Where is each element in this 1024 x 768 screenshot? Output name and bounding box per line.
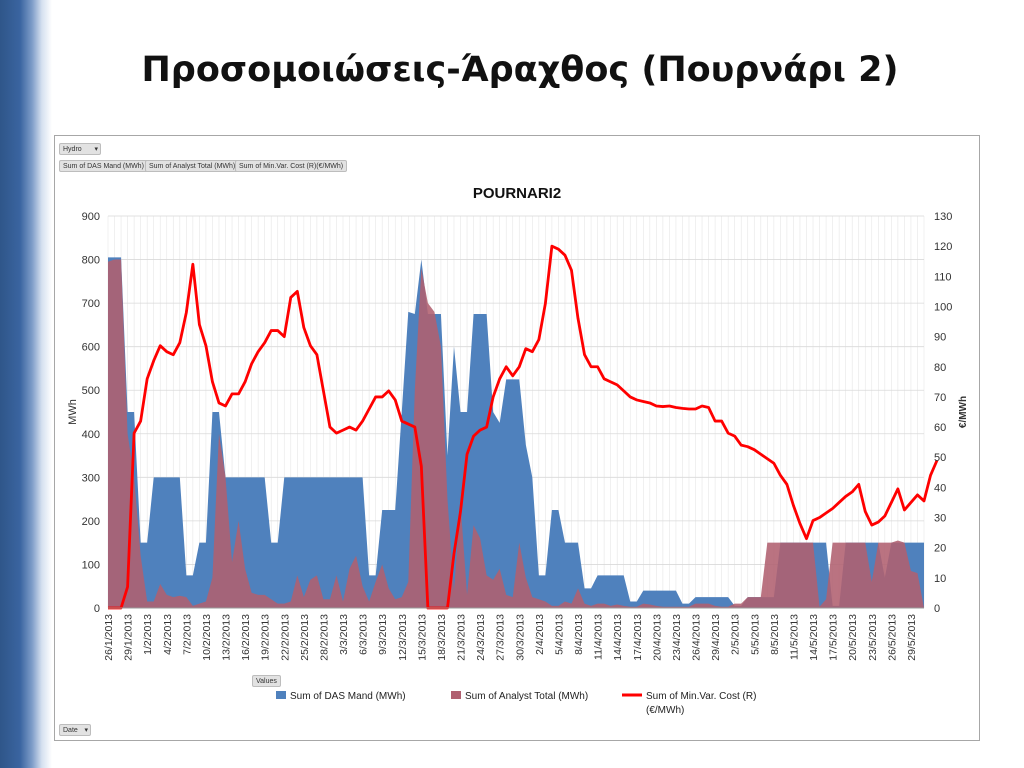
analyst-area-layer [108, 259, 924, 608]
x-tick-label: 24/3/2013 [475, 614, 487, 661]
cost-line-layer [108, 244, 939, 610]
axes: 0 100 200 300 400 500 600 700 800 900 0 10 20 30 40 50 6… [82, 211, 953, 661]
x-tick-label: 4/2/2013 [162, 614, 174, 655]
y2-tick-label: 100 [934, 301, 952, 313]
x-tick-label: 14/5/2013 [808, 614, 820, 661]
filter-field-button[interactable]: Hydro ▾ [59, 143, 101, 155]
legend-swatch-analyst [451, 691, 461, 699]
x-tick-label: 22/2/2013 [279, 614, 291, 661]
x-tick-label: 17/4/2013 [632, 614, 644, 661]
y-tick-label: 300 [82, 472, 100, 484]
x-tick-label: 2/4/2013 [534, 614, 546, 655]
x-tick-label: 18/3/2013 [436, 614, 448, 661]
y-tick-label: 200 [82, 516, 100, 528]
analyst-area [108, 259, 924, 608]
das-area-layer [108, 257, 924, 608]
date-field-label: Date [63, 727, 78, 734]
dropdown-arrow-icon: ▾ [84, 727, 88, 734]
x-tick-label: 7/2/2013 [181, 614, 193, 655]
values-field-button[interactable]: Values [252, 675, 281, 687]
y2-tick-label: 40 [934, 482, 946, 494]
y2-tick-label: 130 [934, 211, 952, 223]
x-tick-label: 29/5/2013 [906, 614, 918, 661]
filter-icon: ▾ [94, 146, 98, 153]
x-tick-label: 2/5/2013 [730, 614, 742, 655]
slide-title: Προσομοιώσεις-Άραχθος (Πουρνάρι 2) [141, 50, 899, 90]
x-tick-label: 10/2/2013 [201, 614, 213, 661]
y2-tick-label: 10 [934, 573, 946, 585]
x-tick-label: 17/5/2013 [828, 614, 840, 661]
x-tick-label: 8/4/2013 [573, 614, 585, 655]
x-tick-label: 19/2/2013 [260, 614, 272, 661]
x-tick-label: 28/2/2013 [318, 614, 330, 661]
y-tick-label: 400 [82, 429, 100, 441]
chart-legend: Sum of DAS Mand (MWh) Sum of Analyst Tot… [276, 691, 759, 716]
y-tick-label: 0 [94, 603, 100, 615]
y-tick-label: 100 [82, 559, 100, 571]
y2-tick-label: 50 [934, 452, 946, 464]
x-tick-label: 26/1/2013 [103, 614, 115, 661]
x-tick-label: 21/3/2013 [456, 614, 468, 661]
x-tick-label: 14/4/2013 [612, 614, 624, 661]
legend-label-cost-line1: Sum of Min.Var. Cost (R) [646, 691, 756, 702]
x-tick-label: 30/3/2013 [514, 614, 526, 661]
legend-label-cost-line2: (€/MWh) [646, 705, 684, 716]
legend-label-das: Sum of DAS Mand (MWh) [290, 691, 406, 702]
x-tick-label: 5/5/2013 [749, 614, 761, 655]
x-tick-label: 15/3/2013 [416, 614, 428, 661]
x-tick-label: 13/2/2013 [221, 614, 233, 661]
x-tick-label: 5/4/2013 [553, 614, 565, 655]
x-tick-label: 8/5/2013 [769, 614, 781, 655]
legend-label-cost: Sum of Min.Var. Cost (R) (€/MWh) [646, 691, 759, 716]
y2-tick-label: 20 [934, 543, 946, 555]
x-tick-label: 16/2/2013 [240, 614, 252, 661]
y2-tick-label: 70 [934, 392, 946, 404]
x-tick-label: 11/4/2013 [593, 614, 605, 660]
y-tick-label: 600 [82, 342, 100, 354]
value-field-button-cost[interactable]: Sum of Min.Var. Cost (R)(€/MWh) [235, 160, 348, 172]
x-tick-label: 29/4/2013 [710, 614, 722, 661]
y2-tick-label: 80 [934, 362, 946, 374]
y2-tick-label: 120 [934, 241, 952, 253]
das-area [108, 257, 924, 608]
value-field-button-analyst[interactable]: Sum of Analyst Total (MWh) [145, 160, 240, 172]
filter-field-label: Hydro [63, 146, 82, 153]
x-tick-label: 12/3/2013 [397, 614, 409, 661]
y-tick-label: 500 [82, 385, 100, 397]
x-tick-label: 23/4/2013 [671, 614, 683, 661]
x-tick-label: 11/5/2013 [788, 614, 800, 660]
slide-accent-band [0, 0, 52, 768]
x-tick-label: 3/3/2013 [338, 614, 350, 655]
date-field-button[interactable]: Date ▾ [59, 724, 91, 736]
x-tick-label: 29/1/2013 [123, 614, 135, 661]
y-tick-label: 800 [82, 255, 100, 267]
cost-line [108, 244, 939, 610]
legend-label-analyst: Sum of Analyst Total (MWh) [465, 691, 588, 702]
chart-title: POURNARI2 [473, 185, 561, 202]
x-tick-label: 25/2/2013 [299, 614, 311, 661]
x-tick-label: 20/4/2013 [651, 614, 663, 661]
x-tick-label: 27/3/2013 [495, 614, 507, 661]
y2-tick-label: 0 [934, 603, 940, 615]
x-tick-label: 1/2/2013 [142, 614, 154, 655]
y2-axis-label: €/MWh [958, 396, 969, 428]
x-tick-label: 9/3/2013 [377, 614, 389, 655]
y2-tick-label: 30 [934, 513, 946, 525]
legend-swatch-das [276, 691, 286, 699]
x-tick-label: 6/3/2013 [358, 614, 370, 655]
x-tick-label: 26/5/2013 [886, 614, 898, 661]
y2-tick-label: 60 [934, 422, 946, 434]
y2-tick-label: 90 [934, 332, 946, 344]
x-tick-label: 23/5/2013 [867, 614, 879, 661]
y-axis-label: MWh [67, 399, 79, 425]
y-tick-label: 700 [82, 298, 100, 310]
y-tick-label: 900 [82, 211, 100, 223]
x-tick-label: 26/4/2013 [691, 614, 703, 661]
x-tick-label: 20/5/2013 [847, 614, 859, 661]
y2-tick-label: 110 [934, 271, 952, 283]
